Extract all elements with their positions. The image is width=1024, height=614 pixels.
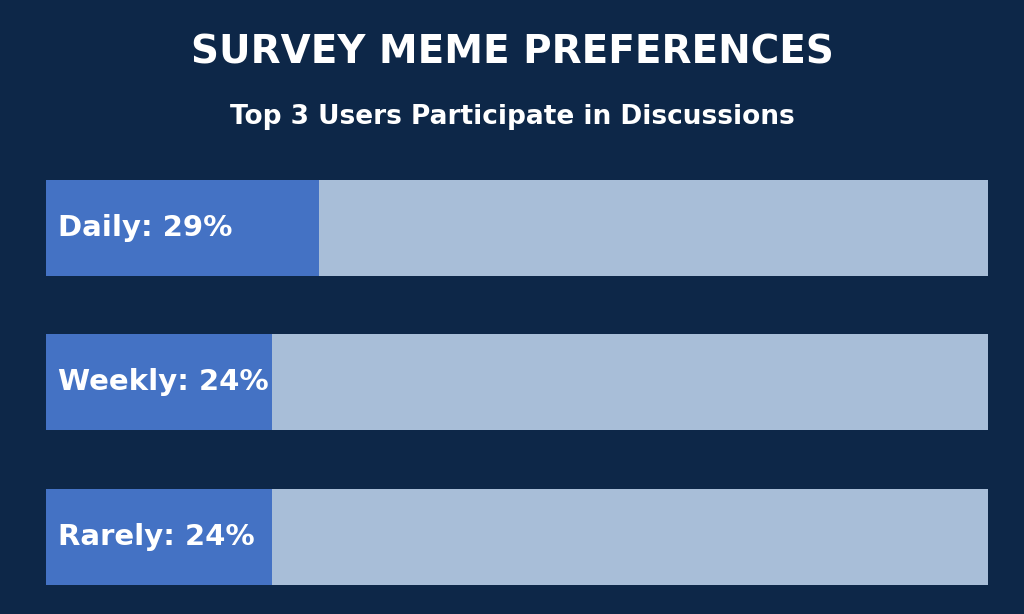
Text: Top 3 Users Participate in Discussions: Top 3 Users Participate in Discussions <box>229 104 795 130</box>
Bar <box>46 334 272 430</box>
Text: Rarely: 24%: Rarely: 24% <box>58 523 255 551</box>
Bar <box>46 180 319 276</box>
Bar <box>46 489 988 585</box>
Bar <box>46 489 272 585</box>
Text: Daily: 29%: Daily: 29% <box>58 214 232 242</box>
Bar <box>46 180 988 276</box>
Text: SURVEY MEME PREFERENCES: SURVEY MEME PREFERENCES <box>190 34 834 72</box>
Bar <box>46 334 988 430</box>
Text: Weekly: 24%: Weekly: 24% <box>58 368 269 396</box>
